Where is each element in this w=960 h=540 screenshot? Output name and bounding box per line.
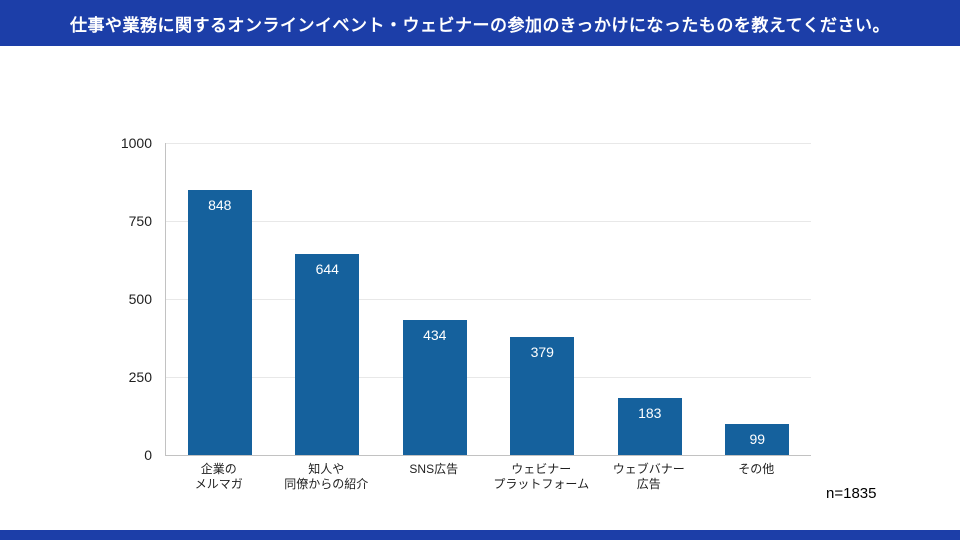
question-banner: 仕事や業務に関するオンラインイベント・ウェビナーの参加のきっかけになったものを教… <box>0 0 960 46</box>
y-tick-label: 500 <box>128 291 152 307</box>
bar-value-label: 379 <box>530 344 554 360</box>
bar: 99 <box>725 424 790 455</box>
bar-value-label: 99 <box>749 431 766 447</box>
y-tick-label: 0 <box>144 447 152 463</box>
bar-value-label: 848 <box>208 197 232 213</box>
gridline <box>166 299 811 300</box>
gridline <box>166 221 811 222</box>
question-title: 仕事や業務に関するオンラインイベント・ウェビナーの参加のきっかけになったものを教… <box>70 15 890 35</box>
bar: 644 <box>295 254 360 455</box>
y-tick-label: 750 <box>128 213 152 229</box>
sample-size-label: n=1835 <box>826 485 877 502</box>
category-label: ウェビナー プラットフォーム <box>493 462 590 491</box>
bar-value-label: 183 <box>638 405 662 421</box>
category-label: ウェブバナー 広告 <box>612 462 685 491</box>
category-label: SNS広告 <box>409 462 459 476</box>
gridline <box>166 143 811 144</box>
bar-value-label: 434 <box>423 327 447 343</box>
category-label: その他 <box>738 462 775 476</box>
bar: 379 <box>510 337 575 455</box>
bottom-accent-bar <box>0 530 960 540</box>
x-axis-labels: 企業の メルマガ 知人や 同僚からの紹介 SNS広告 ウェビナー プラットフォーム ウェブバナ… <box>165 462 810 492</box>
gridline <box>166 377 811 378</box>
bar: 434 <box>402 320 467 455</box>
y-tick-label: 250 <box>128 369 152 385</box>
chart-bars: 848 644 434 379 183 99 <box>166 143 811 455</box>
category-label: 企業の メルマガ <box>194 462 243 491</box>
bar-value-label: 644 <box>315 261 339 277</box>
y-tick-label: 1000 <box>120 135 152 151</box>
bar: 848 <box>187 190 252 455</box>
category-label: 知人や 同僚からの紹介 <box>284 462 369 491</box>
bar: 183 <box>617 398 682 455</box>
bar-chart: 0 250 500 750 1000 848 644 434 379 183 99 <box>121 135 811 463</box>
